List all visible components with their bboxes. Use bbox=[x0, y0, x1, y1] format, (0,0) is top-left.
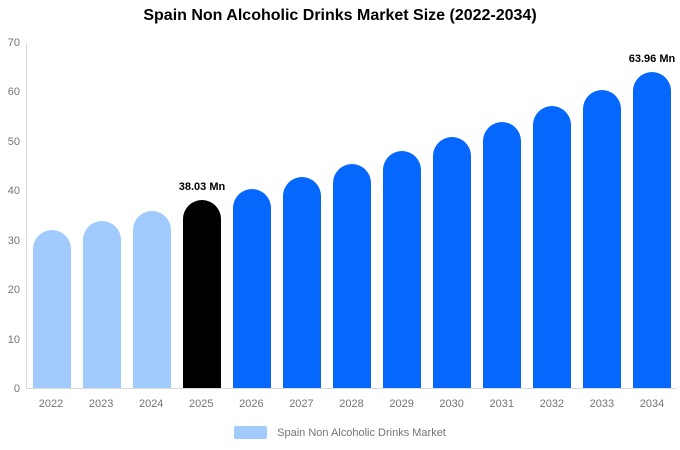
bar-2025 bbox=[183, 200, 221, 388]
x-tick-label-2026: 2026 bbox=[239, 398, 264, 410]
bar-slot-2023 bbox=[77, 43, 127, 388]
y-axis: 0 10 20 30 40 50 60 70 bbox=[0, 37, 20, 395]
bar-slot-2025: 38.03 Mn bbox=[177, 43, 227, 388]
x-tick-label-2028: 2028 bbox=[339, 398, 364, 410]
x-tick-label-2023: 2023 bbox=[88, 398, 114, 410]
bar-2034 bbox=[633, 71, 671, 388]
x-tick-label-2024: 2024 bbox=[138, 398, 164, 410]
bar-slot-2026 bbox=[227, 43, 277, 388]
bar-2022 bbox=[33, 229, 71, 388]
bar-2027 bbox=[283, 177, 321, 388]
bar-slot-2030 bbox=[427, 43, 477, 388]
bar-slot-2033 bbox=[577, 43, 627, 388]
bar-2024 bbox=[133, 210, 171, 388]
y-tick-label: 30 bbox=[7, 234, 20, 247]
y-tick-label: 10 bbox=[7, 333, 20, 346]
bar-slot-2024 bbox=[127, 43, 177, 388]
bar-2023 bbox=[83, 220, 121, 388]
y-tick-label: 60 bbox=[7, 86, 20, 99]
x-axis: 2022 2023 2024 2025 2026 2027 2028 2029 2030 2031… bbox=[26, 398, 677, 410]
x-tick-label-2034: 2034 bbox=[639, 398, 665, 410]
x-tick-label-2022: 2022 bbox=[38, 398, 64, 410]
bar-2032 bbox=[533, 106, 571, 388]
bar-slot-2027 bbox=[277, 43, 327, 388]
x-tick-label-2029: 2029 bbox=[389, 398, 414, 410]
legend: Spain Non Alcoholic Drinks Market bbox=[0, 426, 680, 439]
bar-value-label-2025: 38.03 Mn bbox=[178, 181, 226, 193]
x-tick-label-2025: 2025 bbox=[189, 398, 214, 410]
x-tick-label-2033: 2033 bbox=[589, 398, 615, 410]
bar-value-label-2034: 63.96 Mn bbox=[628, 52, 676, 65]
x-tick-label-2031: 2031 bbox=[489, 398, 514, 410]
bar-slot-2034: 63.96 Mn bbox=[627, 43, 677, 388]
x-tick-label-2030: 2030 bbox=[439, 398, 464, 410]
bar-2028 bbox=[333, 164, 371, 388]
y-tick-label: 70 bbox=[7, 37, 20, 49]
bar-2030 bbox=[433, 137, 471, 388]
bar-slot-2031 bbox=[477, 43, 527, 388]
bar-2031 bbox=[483, 122, 521, 388]
bar-2026 bbox=[233, 188, 271, 388]
y-tick-label: 0 bbox=[13, 383, 20, 395]
plot-area: 38.03 Mn 63.96 Mn bbox=[26, 43, 677, 389]
bar-2033 bbox=[583, 89, 621, 388]
y-tick-label: 50 bbox=[7, 135, 20, 148]
chart-title: Spain Non Alcoholic Drinks Market Size (… bbox=[143, 7, 537, 24]
bar-2029 bbox=[383, 151, 421, 388]
bar-slot-2029 bbox=[377, 43, 427, 388]
x-tick-label-2032: 2032 bbox=[539, 398, 565, 410]
y-tick-label: 40 bbox=[7, 185, 20, 198]
bar-slot-2022 bbox=[27, 43, 77, 388]
legend-label: Spain Non Alcoholic Drinks Market bbox=[277, 426, 446, 439]
x-tick-label-2027: 2027 bbox=[289, 398, 314, 410]
bar-slot-2032 bbox=[527, 43, 577, 388]
legend-swatch bbox=[234, 426, 268, 439]
y-tick-label: 20 bbox=[7, 284, 20, 297]
bar-slot-2028 bbox=[327, 43, 377, 388]
